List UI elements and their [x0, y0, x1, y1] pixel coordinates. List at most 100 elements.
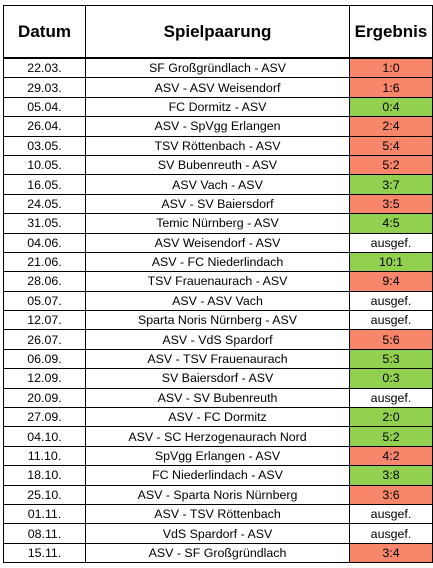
table-row: 22.03. SF Großgründlach - ASV 1:0 [3, 57, 433, 79]
result-cell: ausgef. [349, 232, 433, 253]
match-cell: SV Baiersdorf - ASV [85, 368, 350, 389]
table-row: 06.09. ASV - TSV Frauenaurach 5:3 [3, 348, 433, 370]
match-cell: ASV - ASV Vach [85, 290, 350, 312]
table-row: 12.07. Sparta Noris Nürnberg - ASV ausgef. [3, 310, 433, 331]
date-cell: 27.09. [3, 407, 86, 428]
match-cell: ASV - SpVgg Erlangen [85, 116, 350, 137]
result-cell: ausgef. [349, 290, 433, 312]
result-cell: 4:2 [349, 445, 433, 467]
date-cell: 15.11. [3, 542, 86, 564]
match-cell: SF Großgründlach - ASV [85, 57, 350, 79]
match-cell: ASV - ASV Weisendorf [85, 77, 350, 98]
result-cell: 3:5 [349, 193, 433, 215]
date-cell: 26.04. [3, 116, 86, 137]
match-cell: SpVgg Erlangen - ASV [85, 445, 350, 467]
table-row: 26.04. ASV - SpVgg Erlangen 2:4 [3, 116, 433, 137]
table-row: 21.06. ASV - FC Niederlindach 10:1 [3, 251, 433, 273]
match-cell: SV Bubenreuth - ASV [85, 154, 350, 176]
table-row: 25.10. ASV - Sparta Noris Nürnberg 3:6 [3, 484, 433, 505]
date-cell: 04.10. [3, 426, 86, 447]
match-cell: ASV - TSV Frauenaurach [85, 348, 350, 370]
table-row: 05.04. FC Dormitz - ASV 0:4 [3, 96, 433, 118]
table-row: 11.10. SpVgg Erlangen - ASV 4:2 [3, 445, 433, 467]
result-cell: 4:5 [349, 213, 433, 234]
date-cell: 04.06. [3, 232, 86, 253]
match-cell: ASV - TSV Röttenbach [85, 503, 350, 525]
table-row: 27.09. ASV - FC Dormitz 2:0 [3, 407, 433, 428]
date-cell: 08.11. [3, 523, 86, 544]
result-cell: ausgef. [349, 523, 433, 544]
match-cell: ASV Weisendorf - ASV [85, 232, 350, 253]
result-cell: ausgef. [349, 503, 433, 525]
date-cell: 05.04. [3, 96, 86, 118]
result-cell: 5:4 [349, 135, 433, 156]
table-row: 15.11. ASV - SF Großgründlach 3:4 [3, 542, 433, 564]
date-cell: 18.10. [3, 465, 86, 486]
table-row: 20.09. ASV - SV Bubenreuth ausgef. [3, 387, 433, 409]
table-row: 10.05. SV Bubenreuth - ASV 5:2 [3, 154, 433, 176]
result-cell: 1:6 [349, 77, 433, 98]
schedule-table: Datum Spielpaarung Ergebnis 22.03. SF Gro… [3, 5, 433, 564]
match-cell: ASV - SF Großgründlach [85, 542, 350, 564]
result-cell: 3:6 [349, 484, 433, 505]
date-cell: 01.11. [3, 503, 86, 525]
table-row: 26.07. ASV - VdS Spardorf 5:6 [3, 329, 433, 350]
date-cell: 31.05. [3, 213, 86, 234]
result-cell: 3:7 [349, 174, 433, 195]
match-cell: TSV Frauenaurach - ASV [85, 271, 350, 292]
table-row: 04.06. ASV Weisendorf - ASV ausgef. [3, 232, 433, 253]
result-cell: 5:6 [349, 329, 433, 350]
date-cell: 22.03. [3, 57, 86, 79]
result-cell: 2:0 [349, 407, 433, 428]
result-cell: 0:4 [349, 96, 433, 118]
table-row: 24.05. ASV - SV Baiersdorf 3:5 [3, 193, 433, 215]
date-cell: 25.10. [3, 484, 86, 505]
match-cell: TSV Röttenbach - ASV [85, 135, 350, 156]
date-header: Datum [3, 5, 86, 59]
match-cell: FC Niederlindach - ASV [85, 465, 350, 486]
table-row: 29.03. ASV - ASV Weisendorf 1:6 [3, 77, 433, 98]
match-cell: ASV - SV Bubenreuth [85, 387, 350, 409]
table-row: 28.06. TSV Frauenaurach - ASV 9:4 [3, 271, 433, 292]
result-cell: 5:2 [349, 426, 433, 447]
date-cell: 12.09. [3, 368, 86, 389]
table-row: 12.09. SV Baiersdorf - ASV 0:3 [3, 368, 433, 389]
match-cell: ASV - FC Dormitz [85, 407, 350, 428]
match-cell: VdS Spardorf - ASV [85, 523, 350, 544]
match-cell: ASV - FC Niederlindach [85, 251, 350, 273]
result-cell: 0:3 [349, 368, 433, 389]
table-row: 31.05. Temic Nürnberg - ASV 4:5 [3, 213, 433, 234]
match-cell: ASV - Sparta Noris Nürnberg [85, 484, 350, 505]
table-row: 03.05. TSV Röttenbach - ASV 5:4 [3, 135, 433, 156]
date-cell: 11.10. [3, 445, 86, 467]
match-header: Spielpaarung [85, 5, 350, 59]
match-cell: ASV - VdS Spardorf [85, 329, 350, 350]
date-cell: 06.09. [3, 348, 86, 370]
result-cell: 3:4 [349, 542, 433, 564]
result-cell: 10:1 [349, 251, 433, 273]
schedule-body: 22.03. SF Großgründlach - ASV 1:0 29.03. ASV… [3, 57, 433, 564]
date-cell: 20.09. [3, 387, 86, 409]
result-cell: 5:2 [349, 154, 433, 176]
result-cell: 3:8 [349, 465, 433, 486]
date-cell: 16.05. [3, 174, 86, 195]
table-row: 18.10. FC Niederlindach - ASV 3:8 [3, 465, 433, 486]
result-cell: ausgef. [349, 387, 433, 409]
match-cell: Sparta Noris Nürnberg - ASV [85, 310, 350, 331]
match-cell: ASV - SV Baiersdorf [85, 193, 350, 215]
result-cell: ausgef. [349, 310, 433, 331]
result-header: Ergebnis [349, 5, 433, 59]
date-cell: 29.03. [3, 77, 86, 98]
date-cell: 21.06. [3, 251, 86, 273]
date-cell: 03.05. [3, 135, 86, 156]
date-cell: 10.05. [3, 154, 86, 176]
date-cell: 28.06. [3, 271, 86, 292]
table-row: 16.05. ASV Vach - ASV 3:7 [3, 174, 433, 195]
result-cell: 9:4 [349, 271, 433, 292]
date-cell: 26.07. [3, 329, 86, 350]
result-cell: 5:3 [349, 348, 433, 370]
match-cell: Temic Nürnberg - ASV [85, 213, 350, 234]
date-cell: 05.07. [3, 290, 86, 312]
table-row: 05.07. ASV - ASV Vach ausgef. [3, 290, 433, 312]
table-row: 01.11. ASV - TSV Röttenbach ausgef. [3, 503, 433, 525]
